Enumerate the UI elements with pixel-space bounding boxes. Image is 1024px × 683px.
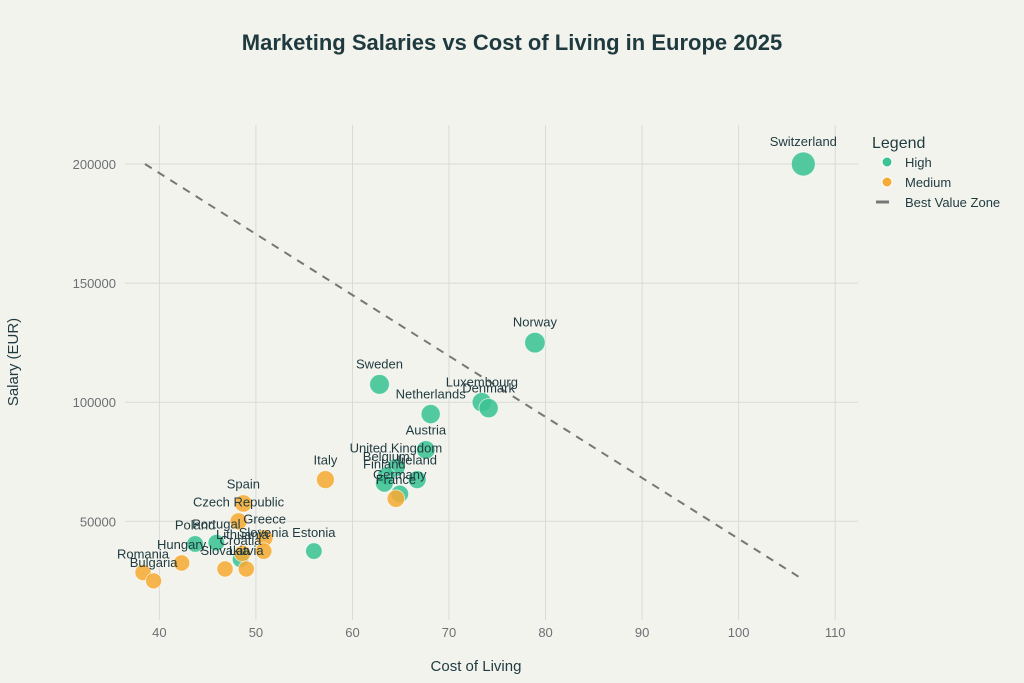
- point-label-romania: Romania: [117, 546, 170, 561]
- x-tick-label: 40: [152, 625, 166, 640]
- legend-item-best-value-zone[interactable]: Best Value Zone: [876, 195, 1000, 210]
- data-point-slovenia[interactable]: [254, 542, 273, 560]
- data-points: [134, 151, 816, 590]
- data-point-austria[interactable]: [416, 440, 436, 460]
- x-tick-label: 110: [825, 625, 846, 640]
- point-label-lithuania: Lithuania: [216, 527, 270, 542]
- x-tick-label: 50: [249, 625, 263, 640]
- x-gridlines: [158, 125, 836, 620]
- x-tick-label: 60: [345, 625, 359, 640]
- legend-item-medium[interactable]: Medium: [881, 175, 951, 190]
- point-label-poland: Poland: [175, 518, 215, 533]
- best-value-trend-line: [144, 163, 802, 580]
- point-label-spain: Spain: [227, 477, 260, 492]
- data-point-ireland[interactable]: [407, 470, 427, 490]
- chart-title: Marketing Salaries vs Cost of Living in …: [242, 30, 782, 55]
- data-point-bulgaria[interactable]: [145, 572, 163, 590]
- y-tick-label: 50000: [80, 514, 116, 529]
- legend-label-medium: Medium: [905, 175, 951, 190]
- legend: Legend High Medium Best Value Zone: [872, 135, 1000, 210]
- y-axis-label: Salary (EUR): [5, 318, 22, 406]
- point-label-norway: Norway: [513, 314, 558, 329]
- point-label-latvia: Latvia: [229, 543, 264, 558]
- point-label-hungary: Hungary: [157, 537, 207, 552]
- data-point-portugal[interactable]: [207, 533, 226, 552]
- point-label-portugal: Portugal: [192, 516, 241, 531]
- point-labels: Switzerland Norway Sweden LuxembourgDenmark…: [117, 134, 837, 570]
- y-tick-labels: 50000 100000 150000 200000: [73, 157, 116, 529]
- data-point-poland[interactable]: [186, 535, 204, 553]
- point-label-croatia: Croatia: [220, 533, 263, 548]
- point-label-greece: Greece: [243, 512, 286, 527]
- data-point-norway[interactable]: [524, 331, 546, 354]
- data-point-czech-republic[interactable]: [229, 512, 248, 531]
- point-label-czech-republic: Czech Republic: [193, 495, 285, 510]
- legend-title: Legend: [872, 135, 925, 152]
- legend-label-high: High: [905, 155, 932, 170]
- point-label-bulgaria: Bulgaria: [130, 555, 178, 570]
- point-label-slovakia: Slovakia: [200, 543, 250, 558]
- x-tick-labels: 40 50 60 70 80 90 100 110: [152, 625, 845, 640]
- legend-label-best-value: Best Value Zone: [905, 195, 1000, 210]
- data-point-estonia[interactable]: [305, 542, 323, 560]
- data-point-slovakia[interactable]: [216, 560, 234, 578]
- data-point-finland[interactable]: [374, 473, 394, 493]
- data-point-hungary[interactable]: [172, 554, 191, 572]
- point-label-sweden: Sweden: [356, 356, 403, 371]
- y-tick-label: 100000: [73, 395, 116, 410]
- point-label-austria: Austria: [406, 423, 447, 438]
- point-label-belgium: Belgium: [363, 449, 410, 464]
- x-tick-label: 100: [728, 625, 750, 640]
- legend-item-high[interactable]: High: [881, 155, 932, 170]
- point-label-slovenia: Slovenia: [239, 525, 290, 540]
- point-label-luxembourg: Luxembourg: [446, 374, 518, 389]
- legend-marker-medium: [881, 176, 893, 188]
- point-label-ireland: Ireland: [397, 453, 437, 468]
- point-label-finland: Finland: [363, 456, 406, 471]
- point-label-denmark: Denmark: [462, 380, 515, 395]
- x-tick-label: 90: [635, 625, 649, 640]
- point-label-switzerland: Switzerland: [770, 134, 837, 149]
- point-label-italy: Italy: [314, 453, 338, 468]
- point-label-estonia: Estonia: [292, 525, 336, 540]
- point-label-united-kingdom: United Kingdom: [350, 441, 443, 456]
- point-label-netherlands: Netherlands: [396, 387, 467, 402]
- x-tick-label: 80: [538, 625, 552, 640]
- y-tick-label: 150000: [73, 276, 116, 291]
- data-point-france[interactable]: [386, 489, 406, 508]
- trend-line-group: [144, 163, 802, 580]
- y-gridlines: [125, 163, 858, 522]
- data-point-sweden[interactable]: [369, 373, 390, 395]
- data-point-netherlands[interactable]: [420, 404, 441, 425]
- data-point-italy[interactable]: [315, 470, 335, 490]
- data-point-spain[interactable]: [234, 494, 253, 513]
- y-tick-label: 200000: [73, 157, 116, 172]
- x-axis-label: Cost of Living: [431, 658, 522, 675]
- data-point-latvia[interactable]: [237, 560, 255, 578]
- x-tick-label: 70: [442, 625, 456, 640]
- point-label-france: France: [376, 472, 416, 487]
- data-point-switzerland[interactable]: [790, 151, 816, 177]
- legend-marker-high: [881, 156, 893, 168]
- point-label-germany: Germany: [373, 467, 427, 482]
- data-point-denmark[interactable]: [478, 397, 499, 419]
